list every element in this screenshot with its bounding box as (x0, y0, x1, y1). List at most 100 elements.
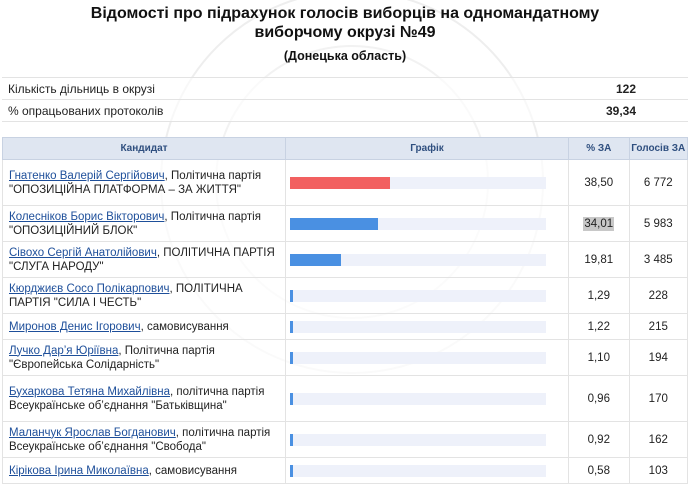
candidate-cell: Кюрджиєв Сосо Полікарпович, ПОЛІТИЧНА ПА… (1, 277, 287, 314)
vote-share-bar (290, 217, 379, 230)
votes-value: 5 983 (629, 205, 689, 242)
summary-label: Кількість дільниць в окрузі (2, 77, 574, 100)
candidate-name-link[interactable]: Кірікова Ірина Миколаївна (9, 464, 149, 477)
bar-track (290, 253, 547, 266)
candidate-name-link[interactable]: Гнатенко Валерій Сергійович (9, 169, 165, 182)
pct-value: 1,29 (587, 289, 610, 302)
column-header-votes[interactable]: Голосів ЗА (628, 137, 689, 160)
candidate-name-link[interactable]: Маланчук Ярослав Богданович (9, 426, 176, 439)
summary-row-districts: Кількість дільниць в окрузі 122 (2, 77, 688, 100)
table-row: Лучко Дар’я Юріївна, Політична партія "Є… (1, 339, 689, 376)
candidate-party: , ПОЛІТИЧНА ПАРТІЯ "СЛУГА НАРОДУ" (9, 246, 275, 273)
vote-share-bar (290, 351, 294, 364)
candidate-cell: Гнатенко Валерій Сергійович, Політична п… (1, 159, 287, 206)
candidate-name-link[interactable]: Сівохо Сергій Анатолійович (9, 246, 157, 259)
column-header-candidate[interactable]: Кандидат (1, 137, 287, 160)
votes-value: 162 (629, 421, 689, 458)
candidate-party: , Політична партія "ОПОЗИЦІЙНИЙ БЛОК" (9, 210, 261, 237)
column-header-pct[interactable]: % ЗА (568, 137, 630, 160)
summary-row-protocols: % опрацьованих протоколів 39,34 (2, 99, 688, 122)
vote-share-bar (290, 176, 391, 189)
title-line-2: виборчому окрузі №49 (254, 24, 436, 41)
graph-cell (285, 375, 570, 422)
candidate-cell: Сівохо Сергій Анатолійович, ПОЛІТИЧНА ПА… (1, 241, 287, 278)
bar-track (290, 320, 547, 333)
pct-cell: 0,92 (568, 421, 630, 458)
bar-track (290, 289, 547, 302)
pct-cell: 1,10 (568, 339, 630, 376)
candidate-party: , Політична партія "Європейська Солідарн… (9, 344, 215, 371)
summary-value: 39,34 (574, 99, 688, 122)
table-row: Бухаркова Тетяна Михайлівна, політична п… (1, 375, 689, 422)
bar-track (290, 217, 547, 230)
region-subtitle: (Донецька область) (283, 49, 407, 63)
vote-share-bar (290, 392, 294, 405)
title-line-1: Відомості про підрахунок голосів виборці… (90, 5, 600, 22)
candidate-party: , самовисування (148, 464, 237, 477)
vote-share-bar (290, 320, 294, 333)
pct-cell: 1,22 (568, 313, 630, 340)
vote-share-bar (290, 464, 294, 477)
pct-value: 1,10 (587, 351, 610, 364)
pct-cell: 1,29 (568, 277, 630, 314)
pct-value: 38,50 (584, 176, 614, 189)
table-row: Маланчук Ярослав Богданович, політична п… (1, 421, 689, 458)
votes-value: 170 (629, 375, 689, 422)
vote-share-bar (290, 289, 294, 302)
pct-cell: 0,58 (568, 457, 630, 484)
candidate-name-link[interactable]: Лучко Дар’я Юріївна (9, 344, 119, 357)
results-table: Кандидат Графік % ЗА Голосів ЗА Гнатенко… (1, 137, 689, 484)
page-title: Відомості про підрахунок голосів виборці… (0, 0, 690, 42)
pct-cell: 34,01 (568, 205, 630, 242)
votes-value: 194 (629, 339, 689, 376)
bar-track (290, 433, 547, 446)
vote-share-bar (290, 253, 342, 266)
pct-value: 19,81 (584, 253, 614, 266)
candidate-cell: Бухаркова Тетяна Михайлівна, політична п… (1, 375, 287, 422)
graph-cell (285, 421, 570, 458)
pct-cell: 38,50 (568, 159, 630, 206)
candidate-party: , політична партія Всеукраїнське об’єдна… (9, 385, 265, 412)
candidate-cell: Лучко Дар’я Юріївна, Політична партія "Є… (1, 339, 287, 376)
table-row: Кірікова Ірина Миколаївна, самовисування… (1, 457, 689, 484)
candidate-name-link[interactable]: Колесніков Борис Вікторович (9, 210, 165, 223)
column-header-graph[interactable]: Графік (285, 137, 570, 160)
table-row: Гнатенко Валерій Сергійович, Політична п… (1, 159, 689, 206)
table-row: Сівохо Сергій Анатолійович, ПОЛІТИЧНА ПА… (1, 241, 689, 278)
candidate-name-link[interactable]: Кюрджиєв Сосо Полікарпович (9, 282, 170, 295)
candidate-party: , самовисування (140, 320, 229, 333)
summary-value: 122 (574, 77, 688, 100)
results-header-row: Кандидат Графік % ЗА Голосів ЗА (1, 137, 689, 160)
candidate-party: , ПОЛІТИЧНА ПАРТІЯ "СИЛА І ЧЕСТЬ" (9, 282, 243, 309)
candidate-cell: Кірікова Ірина Миколаївна, самовисування (1, 457, 287, 484)
candidate-party: , Політична партія "ОПОЗИЦІЙНА ПЛАТФОРМА… (9, 169, 262, 196)
results-body: Гнатенко Валерій Сергійович, Політична п… (1, 159, 689, 484)
vote-share-bar (290, 433, 294, 446)
graph-cell (285, 205, 570, 242)
summary-table: Кількість дільниць в окрузі 122 % опраць… (2, 77, 688, 122)
table-row: Кюрджиєв Сосо Полікарпович, ПОЛІТИЧНА ПА… (1, 277, 689, 314)
votes-value: 3 485 (629, 241, 689, 278)
graph-cell (285, 339, 570, 376)
pct-value: 1,22 (587, 320, 610, 333)
table-row: Колесніков Борис Вікторович, Політична п… (1, 205, 689, 242)
pct-cell: 19,81 (568, 241, 630, 278)
bar-track (290, 392, 547, 405)
graph-cell (285, 313, 570, 340)
pct-value: 34,01 (583, 216, 615, 231)
graph-cell (285, 241, 570, 278)
votes-value: 228 (629, 277, 689, 314)
graph-cell (285, 159, 570, 206)
bar-track (290, 351, 547, 364)
bar-track (290, 464, 547, 477)
summary-label: % опрацьованих протоколів (2, 99, 574, 122)
pct-value: 0,58 (587, 464, 610, 477)
votes-value: 103 (629, 457, 689, 484)
candidate-name-link[interactable]: Бухаркова Тетяна Михайлівна (9, 385, 170, 398)
pct-cell: 0,96 (568, 375, 630, 422)
votes-value: 215 (629, 313, 689, 340)
candidate-cell: Колесніков Борис Вікторович, Політична п… (1, 205, 287, 242)
graph-cell (285, 457, 570, 484)
table-row: Миронов Денис Ігорович, самовисування 1,2… (1, 313, 689, 340)
candidate-name-link[interactable]: Миронов Денис Ігорович (9, 320, 141, 333)
